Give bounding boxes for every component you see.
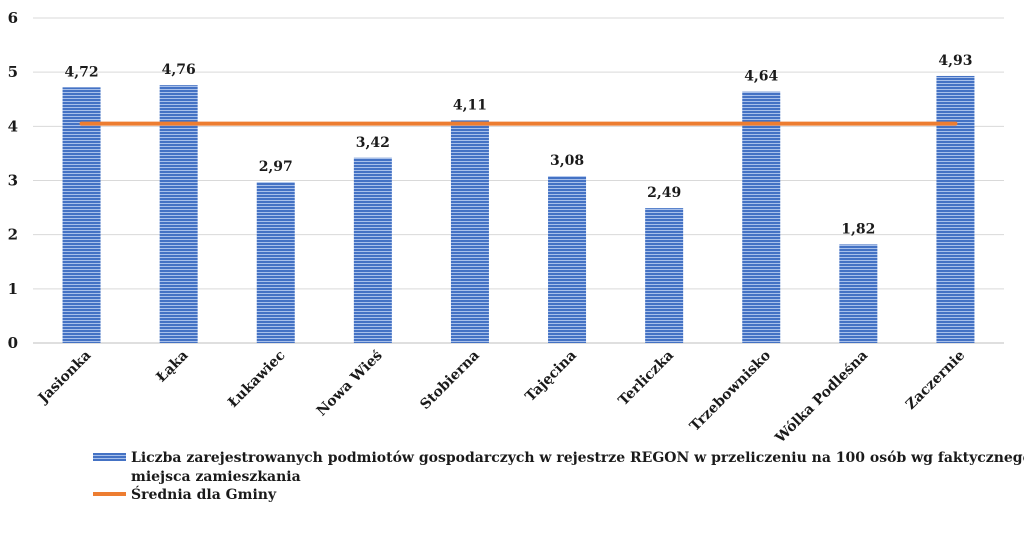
data-label: 4,93 bbox=[938, 53, 972, 69]
legend-bar-label-line1: Liczba zarejestrowanych podmiotów gospod… bbox=[131, 450, 1024, 466]
data-label: 2,49 bbox=[647, 185, 681, 201]
bar bbox=[839, 244, 878, 343]
legend-bar-label-line2: miejsca zamieszkania bbox=[131, 469, 301, 485]
legend: Liczba zarejestrowanych podmiotów gospod… bbox=[93, 450, 1024, 503]
bar bbox=[256, 182, 295, 343]
x-category-label: Łukawiec bbox=[225, 348, 288, 411]
y-tick-label: 0 bbox=[8, 334, 18, 352]
legend-line-label: Średnia dla Gminy bbox=[131, 485, 277, 503]
data-label: 3,08 bbox=[550, 153, 584, 169]
x-category-label: Trzebownisko bbox=[687, 348, 774, 435]
data-labels: 4,72 4,76 2,97 3,42 4,11 3,08 2,49 4,64 1,82 4,93 bbox=[64, 53, 972, 237]
y-axis-ticks: 0 1 2 3 4 5 6 bbox=[8, 9, 18, 352]
data-label: 2,97 bbox=[259, 159, 293, 175]
x-category-label: Tajęcina bbox=[522, 348, 579, 405]
x-category-label: Terliczka bbox=[615, 348, 677, 410]
y-tick-label: 5 bbox=[8, 63, 18, 81]
data-label: 4,11 bbox=[453, 97, 487, 113]
data-label: 4,72 bbox=[64, 64, 98, 80]
x-category-label: Stobierna bbox=[417, 348, 482, 413]
x-axis-categories: Jasionka Łąka Łukawiec Nowa Wieś Stobierna Ta… bbox=[34, 347, 968, 446]
bar bbox=[645, 208, 684, 343]
data-label: 1,82 bbox=[841, 221, 875, 237]
bars bbox=[62, 75, 975, 344]
bar bbox=[548, 176, 587, 343]
legend-bar-swatch bbox=[93, 453, 126, 461]
x-category-label: Wólka Podleśna bbox=[772, 348, 871, 447]
bar bbox=[353, 157, 392, 343]
y-tick-label: 1 bbox=[8, 280, 18, 298]
bar bbox=[450, 120, 489, 343]
y-tick-label: 6 bbox=[8, 9, 18, 27]
data-label: 4,64 bbox=[744, 69, 778, 85]
bar bbox=[742, 91, 781, 344]
x-category-label: Nowa Wieś bbox=[314, 347, 386, 419]
x-category-label: Łąka bbox=[153, 348, 191, 386]
x-category-label: Jasionka bbox=[34, 348, 94, 408]
bar bbox=[936, 75, 975, 343]
bar bbox=[62, 87, 101, 343]
y-tick-label: 2 bbox=[8, 226, 18, 244]
bar bbox=[159, 85, 198, 344]
y-tick-label: 3 bbox=[8, 172, 18, 190]
data-label: 4,76 bbox=[162, 62, 196, 78]
y-tick-label: 4 bbox=[8, 117, 18, 135]
data-label: 3,42 bbox=[356, 135, 390, 151]
x-category-label: Zaczernie bbox=[903, 347, 968, 412]
